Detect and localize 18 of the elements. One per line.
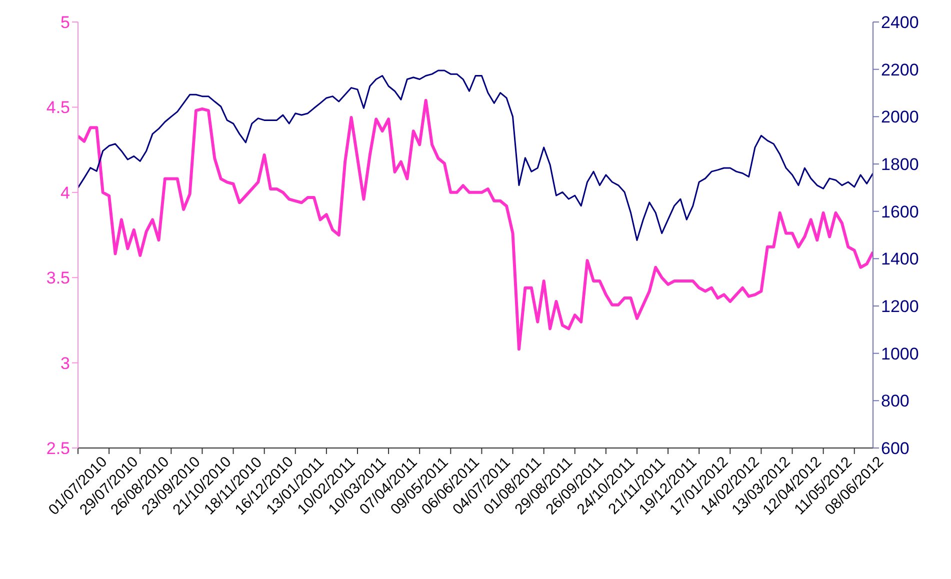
y-tick-label: 2.5 xyxy=(46,439,70,458)
y-tick-label: 3 xyxy=(60,354,70,373)
y2-tick-label: 800 xyxy=(881,392,910,411)
y2-tick-label: 1800 xyxy=(881,155,919,174)
y2-tick-label: 1400 xyxy=(881,250,919,269)
y-tick-label: 4 xyxy=(60,183,70,202)
y2-tick-label: 1000 xyxy=(881,344,919,364)
y2-tick-label: 2200 xyxy=(881,60,919,80)
y-tick-label: 5 xyxy=(60,13,70,32)
y2-tick-label: 600 xyxy=(881,439,910,458)
y2-tick-label: 2000 xyxy=(881,108,919,127)
y2-tick-label: 1200 xyxy=(881,297,919,316)
y-tick-label: 3.5 xyxy=(46,268,70,288)
y2-tick-label: 2400 xyxy=(881,13,919,32)
y-tick-label: 4.5 xyxy=(46,98,70,118)
y2-tick-label: 1600 xyxy=(881,202,919,222)
line-series xyxy=(78,70,873,241)
line-series xyxy=(78,98,873,351)
